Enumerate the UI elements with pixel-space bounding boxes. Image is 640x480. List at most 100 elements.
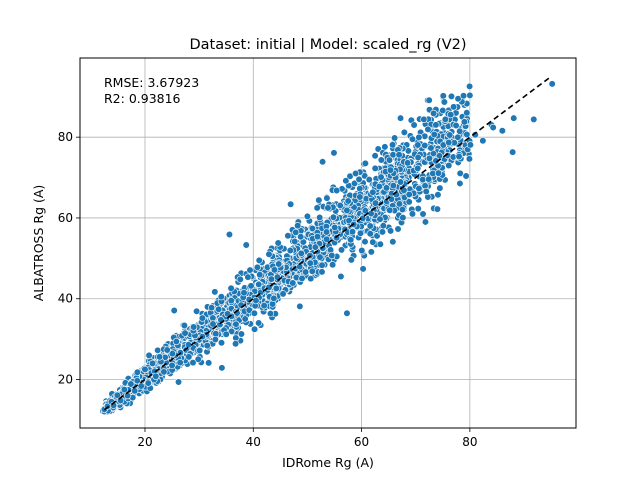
data-point [198, 314, 206, 322]
r2-annotation: R2: 0.93816 [104, 91, 181, 106]
data-point [270, 266, 279, 274]
data-point [440, 98, 448, 106]
data-point [421, 132, 429, 140]
data-point [548, 80, 556, 88]
data-point [120, 386, 129, 394]
data-point [279, 290, 287, 298]
data-point [176, 358, 184, 367]
data-point [148, 359, 157, 367]
data-point [242, 241, 250, 249]
data-point [343, 309, 351, 317]
data-point [152, 372, 160, 380]
data-point [410, 121, 418, 129]
data-point [322, 228, 331, 236]
data-point [376, 215, 384, 223]
data-point [154, 346, 162, 354]
data-point [414, 204, 422, 213]
data-point [394, 225, 402, 233]
data-point [403, 159, 412, 167]
data-point [361, 172, 369, 180]
data-point [414, 153, 422, 162]
data-point [369, 238, 377, 246]
data-point [441, 115, 449, 124]
data-point [375, 182, 383, 191]
data-point [127, 380, 135, 388]
data-point [227, 327, 236, 335]
data-point [509, 148, 517, 156]
data-point [294, 222, 302, 230]
data-point [479, 137, 487, 145]
data-point [217, 293, 225, 301]
data-point [352, 169, 360, 178]
data-point [344, 197, 352, 205]
data-point [379, 222, 387, 230]
data-point [302, 268, 310, 276]
data-point [218, 364, 226, 372]
data-point [408, 210, 417, 218]
data-point [190, 323, 198, 331]
data-point [452, 121, 460, 130]
data-point [246, 266, 254, 274]
data-point [227, 297, 235, 305]
data-point [255, 319, 263, 327]
data-point [462, 172, 470, 180]
y-axis-label: ALBATROSS Rg (A) [31, 185, 46, 302]
data-point [371, 164, 379, 172]
data-points [99, 80, 556, 416]
data-point [274, 239, 282, 247]
data-point [414, 141, 422, 149]
data-point [400, 128, 408, 136]
data-point [194, 355, 202, 363]
data-point [180, 321, 189, 330]
data-point [163, 346, 171, 354]
data-point [358, 246, 366, 255]
data-point [419, 210, 427, 218]
data-point [336, 201, 344, 210]
data-point [498, 127, 506, 135]
data-point [421, 218, 430, 226]
data-point [454, 95, 462, 103]
data-point [347, 236, 355, 244]
data-point [323, 235, 331, 243]
data-point [318, 158, 327, 166]
data-point [244, 273, 252, 281]
data-point [447, 111, 455, 119]
data-point [324, 204, 332, 212]
data-point [250, 325, 259, 333]
data-point [155, 353, 164, 361]
data-point [415, 184, 423, 193]
data-point [292, 228, 300, 237]
data-point [432, 121, 440, 129]
data-point [421, 141, 429, 150]
data-point [348, 228, 357, 236]
data-point [378, 228, 387, 236]
data-point [356, 193, 364, 201]
data-point [217, 339, 226, 347]
data-point [318, 268, 326, 276]
data-point [303, 212, 312, 220]
data-point [463, 109, 471, 117]
data-point [433, 205, 441, 213]
data-point [172, 337, 180, 346]
data-point [420, 115, 428, 123]
data-point [386, 166, 395, 174]
data-point [408, 135, 417, 143]
data-point [366, 230, 374, 238]
data-point [297, 233, 305, 241]
data-point [245, 306, 253, 314]
data-point [429, 109, 438, 117]
data-point [377, 156, 385, 164]
rmse-annotation: RMSE: 3.67923 [104, 75, 199, 90]
data-point [209, 320, 217, 328]
data-point [356, 229, 365, 237]
data-point [225, 230, 234, 239]
data-point [376, 240, 384, 248]
data-point [456, 179, 464, 188]
data-point [260, 302, 268, 310]
data-point [366, 222, 374, 230]
data-point [425, 96, 433, 104]
data-point [456, 127, 464, 135]
data-point [361, 238, 369, 246]
x-tick-label: 60 [354, 435, 369, 449]
